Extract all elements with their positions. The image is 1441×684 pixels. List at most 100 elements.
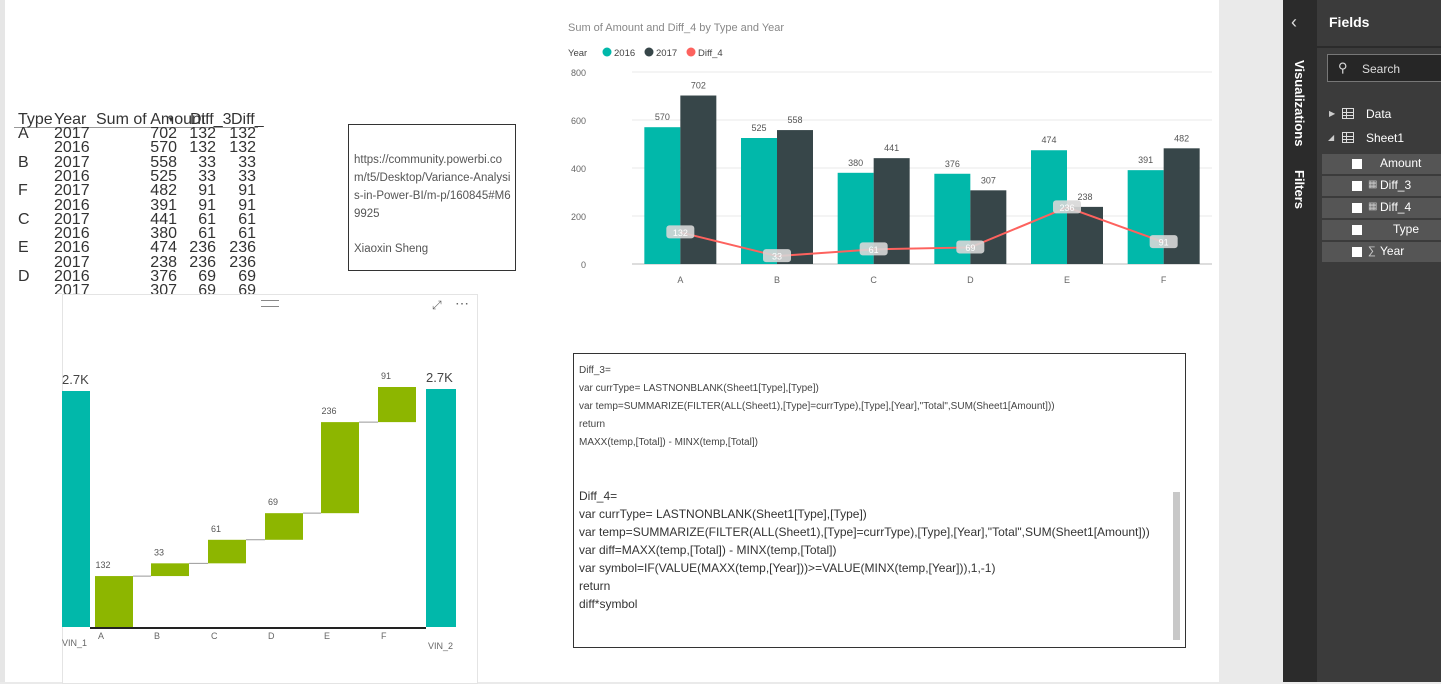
- legend-marker: [644, 47, 654, 57]
- data-label: 525: [751, 123, 766, 133]
- field-type[interactable]: Type: [1322, 220, 1441, 240]
- table-name: Data: [1366, 107, 1392, 121]
- x-tick-label: VIN_1: [62, 638, 87, 648]
- field-diff3[interactable]: ▦ Diff_3: [1322, 176, 1441, 196]
- header-type[interactable]: Type: [18, 113, 53, 128]
- table-row[interactable]: 2017 238 236 236: [14, 253, 258, 271]
- waterfall-step-B: [151, 563, 189, 577]
- total-bar-vin1: [62, 391, 90, 627]
- table-cell-amount: 482: [150, 182, 177, 200]
- table-cell-type: D: [18, 268, 30, 285]
- legend-title: Year: [568, 48, 587, 59]
- table-row[interactable]: A 2017 702 132 132: [14, 125, 258, 142]
- table-row[interactable]: F 2017 482 91 91: [14, 182, 258, 200]
- table-cell-type: E: [18, 239, 29, 257]
- sort-desc-icon[interactable]: ▼: [167, 115, 175, 124]
- more-options-icon[interactable]: ⋯: [455, 295, 470, 311]
- table-cell-diff4: 91: [238, 182, 256, 200]
- field-name: Type: [1393, 222, 1420, 236]
- expand-icon[interactable]: ▶: [1329, 109, 1336, 118]
- table-cell-amount: 525: [150, 167, 177, 185]
- text-box[interactable]: https://community.powerbi.com/t5/Desktop…: [348, 124, 516, 271]
- table-cell-diff4: 91: [238, 196, 256, 214]
- checkbox[interactable]: [1352, 203, 1362, 213]
- sigma-icon: ∑: [1368, 245, 1376, 257]
- waterfall-chart[interactable]: 2.7K 2.7K 132 33 61 69 236 91 VIN_1 A B C D E F VIN_2: [62, 294, 478, 682]
- table-row[interactable]: B 2017 558 33 33: [14, 153, 258, 171]
- x-tick-label: A: [98, 631, 104, 641]
- diff3-measure-code: Diff_3= var currType= LASTNONBLANK(Sheet…: [579, 365, 1055, 448]
- bar-2016-B: [741, 138, 777, 264]
- table-cell-diff3: 69: [198, 268, 216, 285]
- table-row[interactable]: 2016 525 33 33: [14, 167, 258, 185]
- table-cell-amount: 474: [150, 239, 177, 257]
- header-diff3[interactable]: Diff_3: [190, 113, 232, 128]
- author-name: Xiaoxin Sheng: [354, 243, 429, 255]
- table-row[interactable]: D 2016 376 69 69: [14, 268, 258, 285]
- data-label: 570: [655, 112, 670, 122]
- legend-label: Diff_4: [698, 48, 723, 59]
- fields-title: Fields: [1329, 14, 1370, 30]
- step-label: 33: [154, 547, 164, 557]
- table-cell-year: 2016: [54, 268, 90, 285]
- waterfall-step-A: [95, 576, 133, 627]
- field-amount[interactable]: Amount: [1322, 154, 1441, 174]
- drag-handle-icon[interactable]: [261, 300, 279, 307]
- header-year[interactable]: Year: [54, 113, 87, 128]
- field-year[interactable]: ∑ Year: [1322, 242, 1441, 262]
- table-cell-diff3: 132: [189, 139, 216, 157]
- table-row[interactable]: 2016 380 61 61: [14, 225, 258, 243]
- table-row[interactable]: E 2016 474 236 236: [14, 239, 258, 257]
- table-cell-type: B: [18, 153, 29, 171]
- matrix-table[interactable]: Type Year Sum of Amount ▼ Diff_3 Diff_4 …: [14, 113, 264, 294]
- x-tick-label: VIN_2: [428, 641, 453, 651]
- table-header: Type Year Sum of Amount ▼ Diff_3 Diff_4: [14, 113, 264, 128]
- focus-mode-icon[interactable]: ⤢: [432, 298, 442, 312]
- line-label-bg: [1149, 235, 1178, 249]
- table-cell-year: 2016: [54, 225, 90, 243]
- table-cell-diff3: 132: [189, 125, 216, 142]
- checkbox[interactable]: [1352, 159, 1362, 169]
- header-amount[interactable]: Sum of Amount: [96, 113, 206, 128]
- table-cell-diff4: 61: [238, 210, 256, 228]
- table-row[interactable]: C 2017 441 61 61: [14, 210, 258, 228]
- table-row[interactable]: 2016 391 91 91: [14, 196, 258, 214]
- total-bar-vin2: [426, 389, 456, 627]
- community-link[interactable]: https://community.powerbi.com/t5/Desktop…: [354, 154, 511, 220]
- y-tick-label: 400: [571, 164, 586, 174]
- fields-pane: Fields ⚲ Search ▶ Data ◢ Sheet1 Amount ▦…: [1317, 0, 1441, 682]
- header-diff4[interactable]: Diff_4: [231, 113, 264, 128]
- calculator-icon: ▦: [1368, 179, 1378, 190]
- chevron-left-icon[interactable]: ‹: [1291, 12, 1297, 32]
- table-row[interactable]: 2016 570 132 132: [14, 139, 258, 157]
- tab-filters[interactable]: Filters: [1292, 170, 1307, 210]
- table-cell-year: 2016: [54, 167, 90, 185]
- combo-chart[interactable]: Sum of Amount and Diff_4 by Type and Yea…: [560, 10, 1220, 295]
- table-row[interactable]: 2017 307 69 69: [14, 283, 258, 294]
- checkbox[interactable]: [1352, 225, 1362, 235]
- table-icon: [1342, 108, 1354, 119]
- table-cell-amount: 238: [150, 253, 177, 271]
- checkbox[interactable]: [1352, 247, 1362, 257]
- checkbox[interactable]: [1352, 181, 1362, 191]
- line-label-bg: [859, 242, 888, 256]
- table-cell-diff4: 132: [229, 125, 256, 142]
- table-cell-diff3: 33: [198, 167, 216, 185]
- data-label: 376: [945, 159, 960, 169]
- y-tick-label: 800: [571, 68, 586, 78]
- table-cell-diff3: 236: [189, 253, 216, 271]
- table-cell-diff4: 236: [229, 239, 256, 257]
- table-cell-year: 2016: [54, 239, 90, 257]
- legend-label: 2016: [614, 48, 635, 59]
- waterfall-step-F: [378, 387, 416, 423]
- collapse-icon[interactable]: ◢: [1328, 133, 1335, 142]
- search-input[interactable]: ⚲ Search: [1327, 54, 1441, 82]
- data-label: 558: [787, 115, 802, 125]
- dax-text-box[interactable]: Diff_3= var currType= LASTNONBLANK(Sheet…: [573, 353, 1186, 648]
- tab-visualizations[interactable]: Visualizations: [1292, 60, 1307, 147]
- line-label-bg: [956, 240, 985, 254]
- scrollbar[interactable]: [1173, 492, 1180, 640]
- x-tick-label: A: [677, 275, 683, 285]
- field-diff4[interactable]: ▦ Diff_4: [1322, 198, 1441, 218]
- table-cell-type: F: [18, 182, 28, 200]
